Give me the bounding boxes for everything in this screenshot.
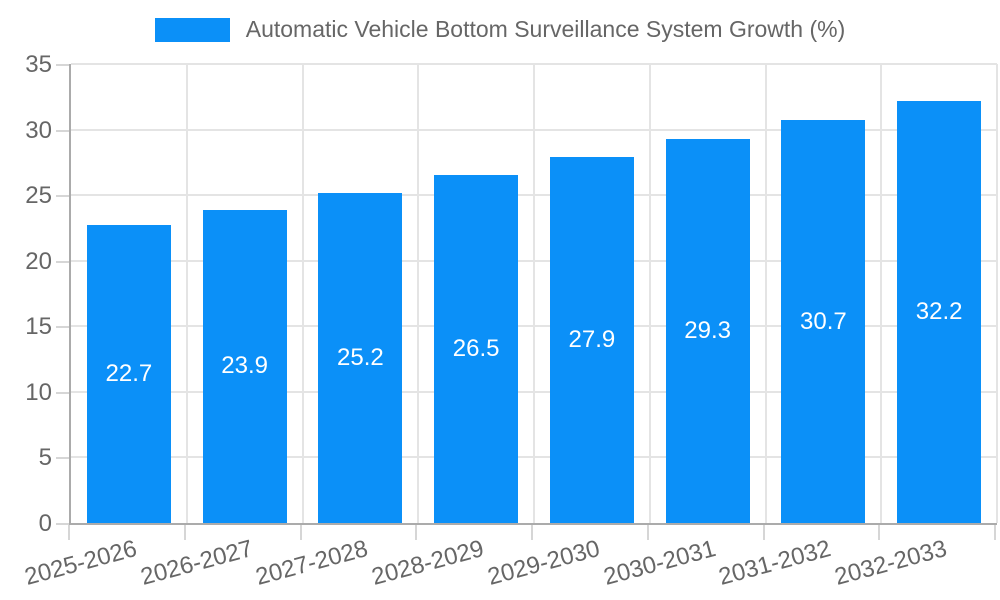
bar[interactable]: 25.2 (318, 192, 403, 523)
y-axis-label: 30 (25, 116, 52, 144)
gridline-vertical (301, 64, 304, 523)
y-axis-label: 5 (38, 444, 52, 472)
x-axis-tick (531, 525, 533, 540)
y-axis-label: 10 (25, 378, 52, 406)
y-axis-tick (56, 391, 69, 394)
bar-value-label: 26.5 (452, 335, 500, 363)
y-axis-label: 25 (25, 182, 52, 210)
legend-label: Automatic Vehicle Bottom Surveillance Sy… (245, 16, 846, 42)
bar[interactable]: 26.5 (434, 175, 519, 523)
gridline-vertical (996, 64, 998, 523)
x-axis-tick (878, 525, 881, 540)
x-axis-tick (646, 525, 649, 540)
bar[interactable]: 27.9 (549, 157, 634, 523)
y-axis-tick (56, 129, 69, 132)
x-axis-tick (762, 525, 765, 540)
bar-value-label: 23.9 (221, 352, 268, 380)
gridline-vertical (417, 64, 420, 523)
y-axis-tick (56, 195, 69, 198)
gridline-vertical (185, 64, 188, 523)
bar[interactable]: 23.9 (202, 209, 287, 523)
y-axis-label: 15 (25, 313, 52, 341)
legend-swatch (154, 17, 230, 42)
y-axis-tick (56, 457, 69, 460)
bar-value-label: 32.2 (915, 297, 963, 325)
x-axis-tick (68, 525, 70, 540)
x-axis-tick (994, 525, 996, 540)
bar-value-label: 30.7 (800, 307, 847, 335)
bar-value-label: 22.7 (105, 360, 153, 388)
bar[interactable]: 30.7 (781, 120, 866, 523)
y-axis-label: 0 (38, 510, 52, 537)
y-axis-label: 35 (25, 51, 52, 78)
gridline-vertical (648, 64, 651, 523)
x-axis-tick (183, 525, 186, 540)
bar[interactable]: 29.3 (665, 138, 750, 523)
x-axis-tick (299, 525, 302, 540)
y-axis-tick (56, 523, 69, 525)
bar-value-label: 25.2 (337, 343, 384, 371)
legend[interactable]: Automatic Vehicle Bottom Surveillance Sy… (0, 16, 1000, 43)
y-axis-label: 20 (25, 247, 52, 275)
bar[interactable]: 32.2 (897, 100, 982, 523)
y-axis-tick (56, 326, 69, 329)
y-axis-tick (56, 260, 69, 263)
bar-value-label: 29.3 (684, 316, 731, 344)
gridline-vertical (764, 64, 767, 523)
plot-area: 22.7 23.9 25.2 26.5 27.9 29.3 30.7 32.2 (69, 63, 998, 525)
gridline-vertical (880, 64, 883, 523)
bar[interactable]: 22.7 (86, 225, 171, 523)
x-axis-tick (415, 525, 418, 540)
bar-value-label: 27.9 (568, 326, 616, 354)
y-axis-tick (56, 64, 69, 66)
gridline-vertical (533, 64, 535, 523)
